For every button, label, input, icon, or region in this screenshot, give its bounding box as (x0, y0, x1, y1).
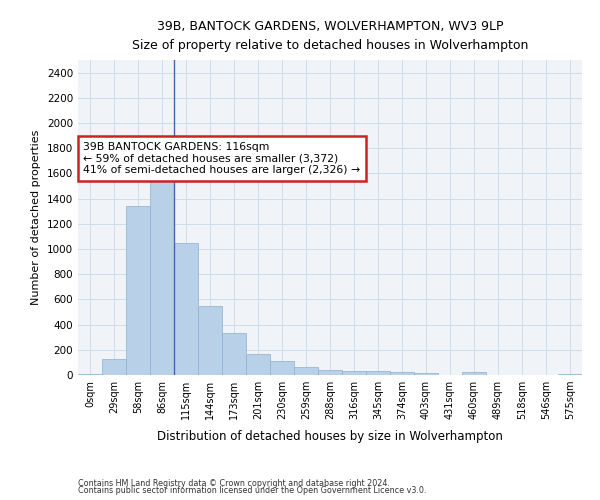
Bar (102, 359, 126, 375)
Text: Contains HM Land Registry data © Crown copyright and database right 2024.: Contains HM Land Registry data © Crown c… (78, 478, 390, 488)
Bar (414, 373, 438, 375)
Bar (174, 244, 198, 375)
Bar (462, 372, 486, 375)
Bar (78, 374, 102, 375)
Y-axis label: Number of detached properties: Number of detached properties (31, 130, 41, 305)
Bar (558, 374, 582, 375)
Bar (270, 361, 294, 375)
Bar (126, 206, 150, 375)
Bar (366, 372, 390, 375)
Text: 39B BANTOCK GARDENS: 116sqm
← 59% of detached houses are smaller (3,372)
41% of : 39B BANTOCK GARDENS: 116sqm ← 59% of det… (83, 142, 360, 175)
Bar (198, 306, 222, 375)
Bar (150, 137, 174, 375)
Bar (390, 372, 414, 375)
Bar (294, 367, 318, 375)
Text: Contains public sector information licensed under the Open Government Licence v3: Contains public sector information licen… (78, 486, 427, 495)
Bar (342, 371, 366, 375)
Bar (246, 354, 270, 375)
Bar (318, 370, 342, 375)
Title: 39B, BANTOCK GARDENS, WOLVERHAMPTON, WV3 9LP
Size of property relative to detach: 39B, BANTOCK GARDENS, WOLVERHAMPTON, WV3… (132, 20, 528, 52)
Bar (222, 333, 246, 375)
X-axis label: Distribution of detached houses by size in Wolverhampton: Distribution of detached houses by size … (157, 430, 503, 444)
